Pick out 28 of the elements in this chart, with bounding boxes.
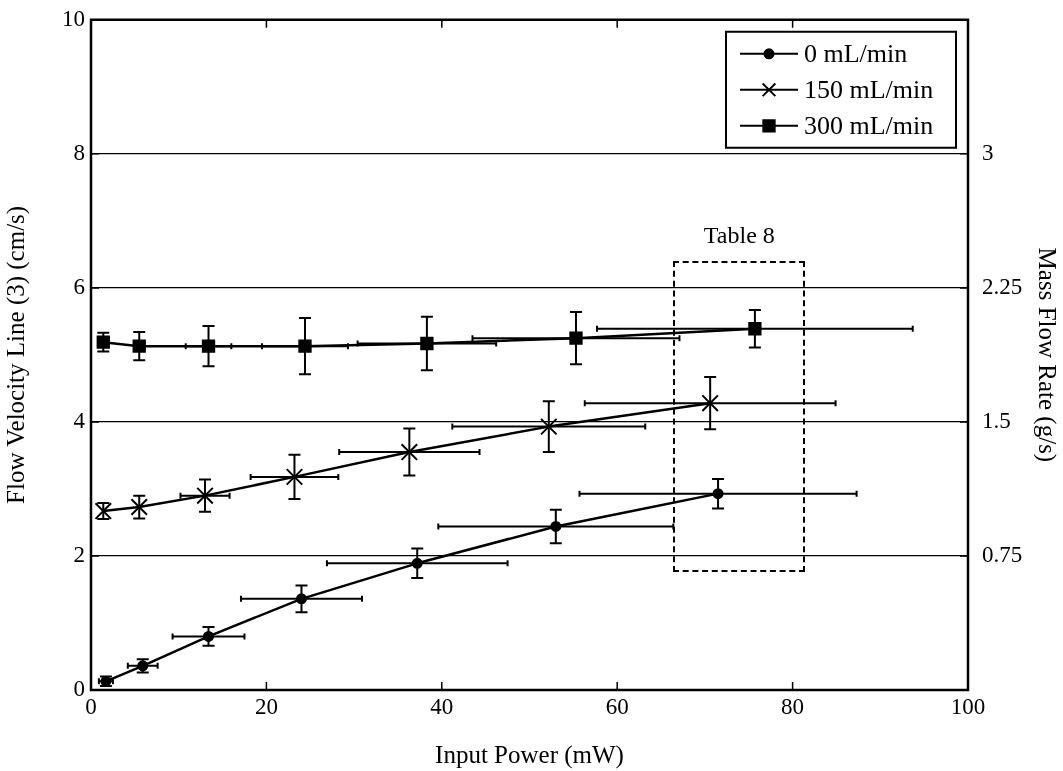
x-tick-label: 60 xyxy=(605,693,629,719)
y-tick-label: 0 xyxy=(73,676,85,702)
legend-label: 150 mL/min xyxy=(804,74,934,104)
y2-tick-label: 3 xyxy=(982,139,994,165)
y2-tick-label: 1.5 xyxy=(982,407,1011,433)
y2-axis-title: Mass Flow Rate (g/s) xyxy=(1033,247,1062,463)
x-tick-label: 100 xyxy=(950,693,986,719)
point xyxy=(701,394,719,412)
point xyxy=(196,486,214,505)
y-tick-label: 10 xyxy=(62,5,85,31)
point xyxy=(400,443,419,461)
y2-tick-label: 0.75 xyxy=(982,542,1023,568)
y-tick-label: 6 xyxy=(73,273,85,299)
annotation: Table 8 xyxy=(703,222,775,249)
y-axis-title: Flow Velocity Line (3) (cm/s) xyxy=(1,205,30,504)
point xyxy=(285,468,304,486)
y-tick-label: 4 xyxy=(73,407,86,433)
x-tick-label: 20 xyxy=(254,693,278,719)
point xyxy=(130,498,149,516)
legend-label: 300 mL/min xyxy=(804,110,934,140)
x-tick-label: 40 xyxy=(430,693,454,719)
y-tick-label: 2 xyxy=(73,542,85,568)
x-tick-label: 80 xyxy=(781,693,805,719)
point xyxy=(540,417,558,436)
legend-label: 0 mL/min xyxy=(804,38,908,68)
y-tick-label: 8 xyxy=(73,139,85,165)
y2-tick-label: 2.25 xyxy=(982,273,1023,299)
x-axis-title: Input Power (mW) xyxy=(435,740,624,769)
